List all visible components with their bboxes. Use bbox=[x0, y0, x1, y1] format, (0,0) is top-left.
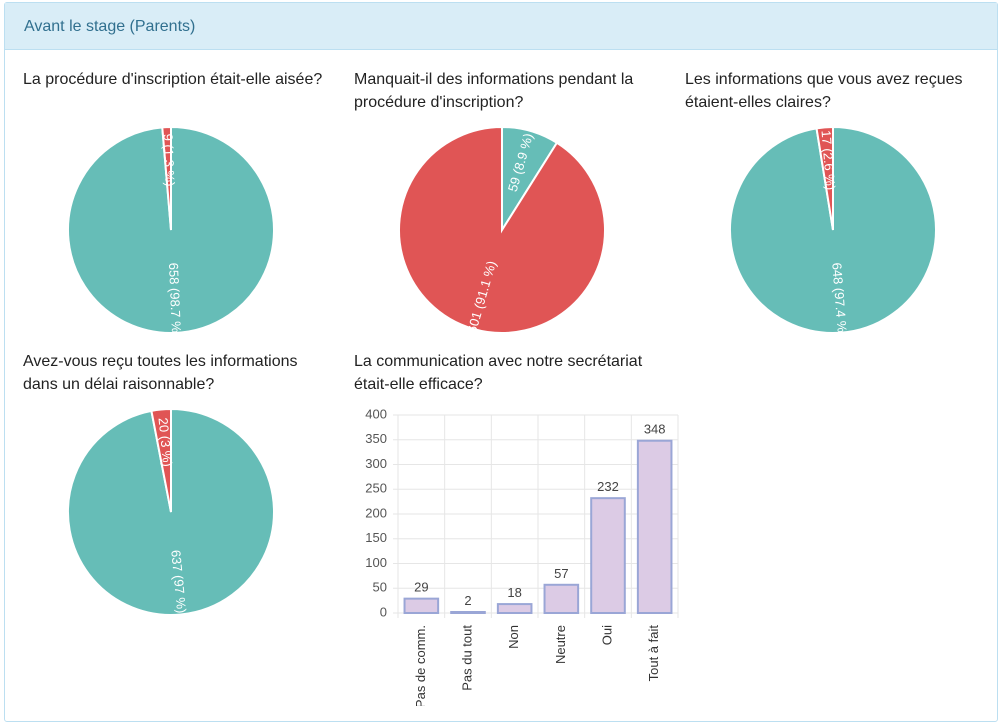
bar-value-label: 29 bbox=[414, 580, 428, 595]
bar-value-label: 232 bbox=[597, 479, 619, 494]
pie-slice bbox=[150, 407, 172, 513]
pie-slice bbox=[67, 125, 275, 334]
bar-value-label: 57 bbox=[554, 566, 568, 581]
y-tick-label: 400 bbox=[365, 406, 387, 421]
x-tick-label: Oui bbox=[599, 625, 614, 645]
bar bbox=[496, 603, 533, 614]
pie-slice bbox=[161, 125, 172, 231]
pie-chart-informations-manquantes: 59 (8.9 %)601 (91.1 %) bbox=[398, 125, 606, 335]
bar-value-label: 348 bbox=[644, 422, 666, 437]
x-tick-label: Non bbox=[506, 625, 521, 649]
pie-chart-informations-claires: 648 (97.4 %) 17 (2.6 %) bbox=[729, 125, 937, 335]
chart-title-inscription-aisee: La procédure d'inscription était-elle ai… bbox=[23, 71, 323, 88]
pie-slice-label: 648 (97.4 %) bbox=[829, 262, 850, 335]
y-tick-label: 100 bbox=[365, 555, 387, 570]
bar bbox=[636, 439, 673, 614]
pie-slice-label: 658 (98.7 %) bbox=[166, 262, 184, 335]
x-tick-label: Pas de comm. bbox=[413, 625, 428, 706]
y-tick-label: 350 bbox=[365, 431, 387, 446]
pie-slice-label: 20 (3 %) bbox=[156, 417, 176, 467]
y-tick-label: 50 bbox=[373, 580, 387, 595]
bar bbox=[450, 611, 486, 614]
pie-slice bbox=[398, 125, 606, 334]
bar-chart-communication-secretariat: 0 50 100 150 200 250 300 350 400 29 Pas de comm. 2 P… bbox=[365, 406, 679, 706]
bar-value-label: 2 bbox=[464, 593, 471, 608]
y-tick-label: 0 bbox=[380, 604, 387, 619]
panel-heading: Avant le stage (Parents) bbox=[5, 3, 997, 50]
chart-title-communication-secretariat: La communication avec notre secrétariat … bbox=[354, 353, 643, 393]
x-tick-label: Tout à fait bbox=[646, 625, 661, 682]
x-tick-label: Pas du tout bbox=[459, 625, 474, 691]
pie-slice-label: 9 (1.3 %) bbox=[160, 133, 177, 186]
pie-slice-label: 637 (97 %) bbox=[168, 549, 189, 614]
y-tick-label: 300 bbox=[365, 456, 387, 471]
pie-slice bbox=[815, 125, 834, 231]
x-tick-label: Neutre bbox=[553, 625, 568, 664]
chart-title-informations-claires: Les informations que vous avez reçues ét… bbox=[685, 71, 963, 111]
pie-chart-delai-raisonnable: 637 (97 %) 20 (3 %) bbox=[67, 407, 275, 616]
pie-slice-label: 17 (2.6 %) bbox=[819, 130, 839, 191]
panel-title: Avant le stage (Parents) bbox=[24, 18, 196, 35]
bar bbox=[590, 497, 626, 614]
pie-chart-inscription-aisee: 658 (98.7 %) 9 (1.3 %) bbox=[67, 125, 275, 335]
chart-title-delai-raisonnable: Avez-vous reçu toutes les informations d… bbox=[23, 353, 298, 393]
bar bbox=[403, 597, 440, 615]
chart-title-informations-manquantes: Manquait-il des informations pendant la … bbox=[354, 71, 634, 111]
y-tick-label: 200 bbox=[365, 505, 387, 520]
y-tick-label: 150 bbox=[365, 530, 387, 545]
bar-value-label: 18 bbox=[507, 585, 521, 600]
y-tick-label: 250 bbox=[365, 481, 387, 496]
bar bbox=[543, 583, 580, 615]
